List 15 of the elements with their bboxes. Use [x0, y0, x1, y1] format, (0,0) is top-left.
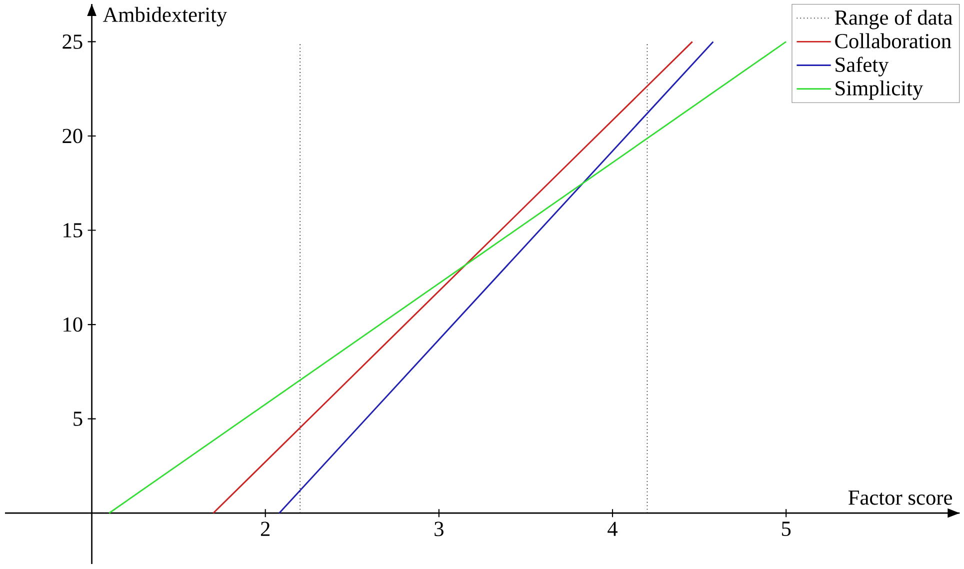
x-tick-label: 2: [260, 522, 270, 536]
x-tick-label: 3: [434, 522, 444, 536]
legend-label: Collaboration: [835, 33, 952, 48]
y-tick-label: 20: [62, 128, 82, 144]
y-tick-label: 25: [62, 34, 82, 49]
legend-label: Safety: [836, 56, 889, 76]
y-axis-title: Ambidexterity: [102, 6, 228, 26]
x-axis-title: Factor score: [848, 490, 952, 505]
x-tick-label: 4: [608, 522, 618, 536]
y-tick-label: 15: [64, 223, 82, 238]
legend-label: Range of data: [834, 10, 952, 30]
legend-label: Simplicity: [836, 80, 924, 100]
y-tick-label: 10: [64, 317, 82, 332]
x-tick-label: 5: [782, 522, 791, 536]
y-tick-label: 5: [74, 412, 82, 426]
